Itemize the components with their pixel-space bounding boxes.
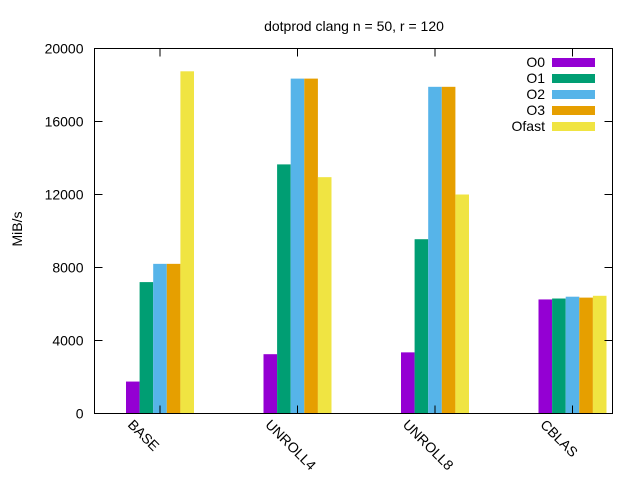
y-tick-label: 8000 [52,260,83,276]
y-tick-label: 12000 [45,187,84,203]
bar-O3-BASE [166,263,181,414]
bar-O3-UNROLL4 [304,78,318,414]
legend-label-O0: O0 [526,54,545,70]
legend-swatch-O0 [552,58,595,67]
legend-swatch-O1 [552,74,595,83]
legend-swatch-O3 [552,106,595,115]
y-tick-label: 16000 [45,114,84,130]
bar-O0-UNROLL8 [401,352,415,414]
bar-Ofast-UNROLL8 [455,194,469,414]
y-tick-label: 20000 [45,41,84,57]
y-axis-label: MiB/s [9,212,25,247]
chart-title: dotprod clang n = 50, r = 120 [264,18,444,34]
bar-O0-CBLAS [538,299,553,414]
legend-label-Ofast: Ofast [512,118,546,134]
x-tick-label: UNROLL4 [262,416,319,473]
bar-O1-BASE [139,282,154,414]
bar-O2-CBLAS [565,296,580,414]
bar-O2-UNROLL8 [428,86,442,414]
bar-O1-UNROLL4 [277,164,291,414]
legend-label-O3: O3 [526,102,545,118]
bar-Ofast-BASE [180,71,194,414]
bar-Ofast-UNROLL4 [317,177,332,414]
legend-swatch-O2 [552,90,595,99]
x-tick-label: CBLAS [537,416,581,460]
legend-swatch-Ofast [552,122,595,131]
y-tick-label: 4000 [52,333,83,349]
legend-label-O2: O2 [526,86,545,102]
bar-O0-UNROLL4 [263,354,278,414]
plot-frame [94,48,613,414]
bar-O2-BASE [153,263,167,414]
bars-group [126,71,607,414]
bar-Ofast-CBLAS [592,295,607,414]
bar-O3-UNROLL8 [441,86,456,414]
x-tick-label: BASE [125,416,163,454]
bar-O1-CBLAS [552,298,566,414]
bar-O2-UNROLL4 [290,78,305,414]
legend-label-O1: O1 [526,70,545,86]
bar-O0-BASE [126,381,140,414]
x-tick-label: UNROLL8 [400,416,457,473]
y-tick-label: 0 [76,406,84,422]
bar-O3-CBLAS [579,297,593,414]
bar-O1-UNROLL8 [414,239,429,414]
